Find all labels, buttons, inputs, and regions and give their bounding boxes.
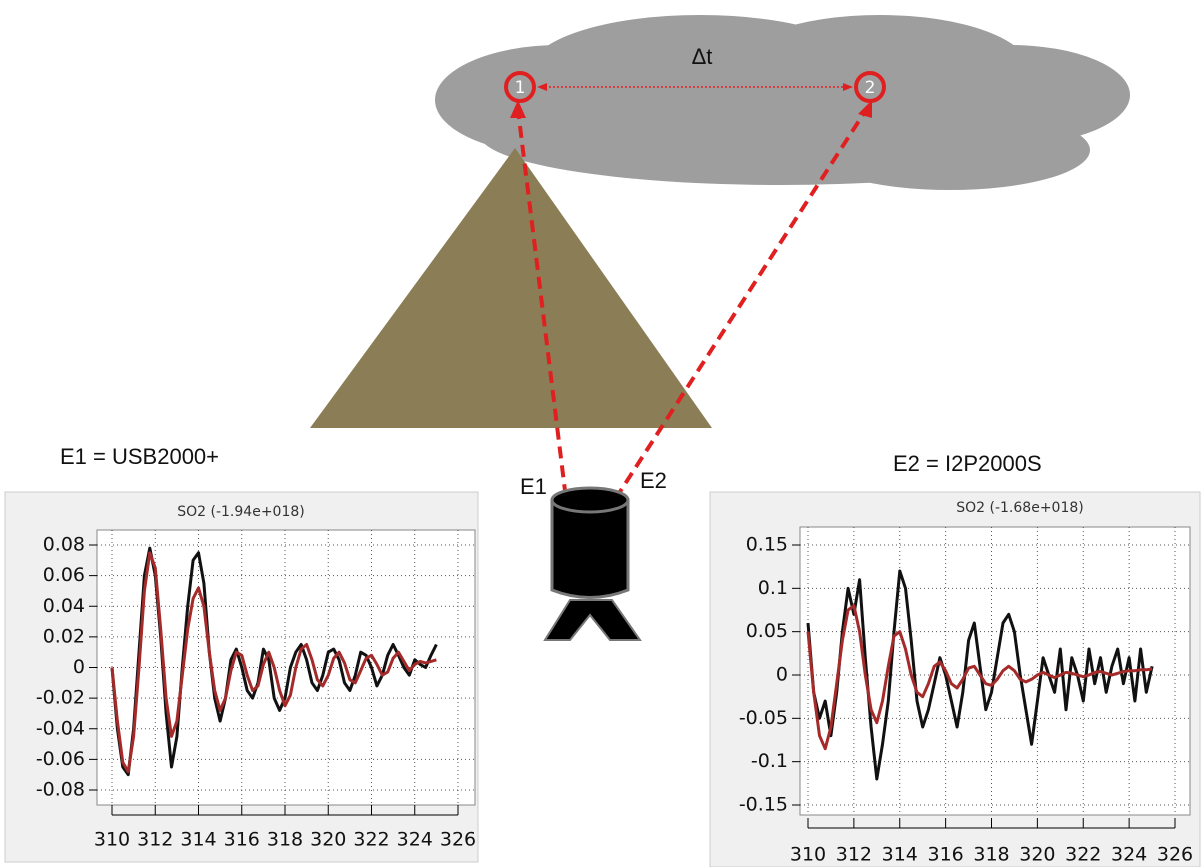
y-tick-label: -0.02 [36,687,85,709]
x-tick-label: 322 [1065,844,1101,866]
y-tick-label: 0.04 [43,595,85,617]
x-tick-label: 318 [267,829,303,851]
delta-t-label: Δt [692,44,713,69]
x-tick-label: 310 [94,829,130,851]
y-tick-label: -0.08 [36,779,85,801]
x-tick-label: 314 [882,844,918,866]
x-tick-label: 316 [224,829,260,851]
x-tick-label: 326 [1157,844,1193,866]
x-tick-label: 320 [1019,844,1055,866]
chart-title: SO2 (-1.94e+018) [177,504,304,520]
figure: Δt 1 2 E1 E2 E1 = USB2000+ E2 = I2P2000S… [0,0,1204,867]
x-tick-label: 320 [310,829,346,851]
mountain [310,148,712,428]
y-tick-label: -0.1 [751,750,788,772]
x-tick-label: 322 [353,829,389,851]
y-tick-label: -0.04 [36,717,85,739]
camera [545,488,640,640]
cloud [435,15,1130,190]
y-tick-label: -0.06 [36,748,85,770]
y-tick-label: -0.15 [739,794,788,816]
point-label: 1 [515,78,526,98]
e1-caption: E1 = USB2000+ [60,444,219,469]
x-tick-label: 312 [137,829,173,851]
y-tick-label: 0.02 [43,625,85,647]
y-tick-label: 0 [776,664,788,686]
x-tick-label: 326 [440,829,476,851]
y-tick-label: 0.08 [43,534,85,556]
y-tick-label: 0 [73,656,85,678]
y-tick-label: 0.06 [43,564,85,586]
x-tick-label: 312 [836,844,872,866]
x-tick-label: 324 [1111,844,1147,866]
e2-caption: E2 = I2P2000S [893,451,1042,476]
chart-title: SO2 (-1.68e+018) [956,500,1083,516]
point-label: 2 [865,78,876,98]
y-tick-label: 0.05 [746,620,788,642]
e1-label: E1 [520,474,547,499]
x-tick-label: 314 [180,829,216,851]
e2-label: E2 [640,468,667,493]
y-tick-label: 0.1 [758,577,788,599]
x-tick-label: 316 [927,844,963,866]
page: Δt 1 2 E1 E2 E1 = USB2000+ E2 = I2P2000S… [0,0,1204,867]
x-tick-label: 318 [973,844,1009,866]
x-tick-label: 310 [790,844,826,866]
x-tick-label: 324 [397,829,433,851]
y-tick-label: -0.05 [739,707,788,729]
y-tick-label: 0.15 [746,534,788,556]
